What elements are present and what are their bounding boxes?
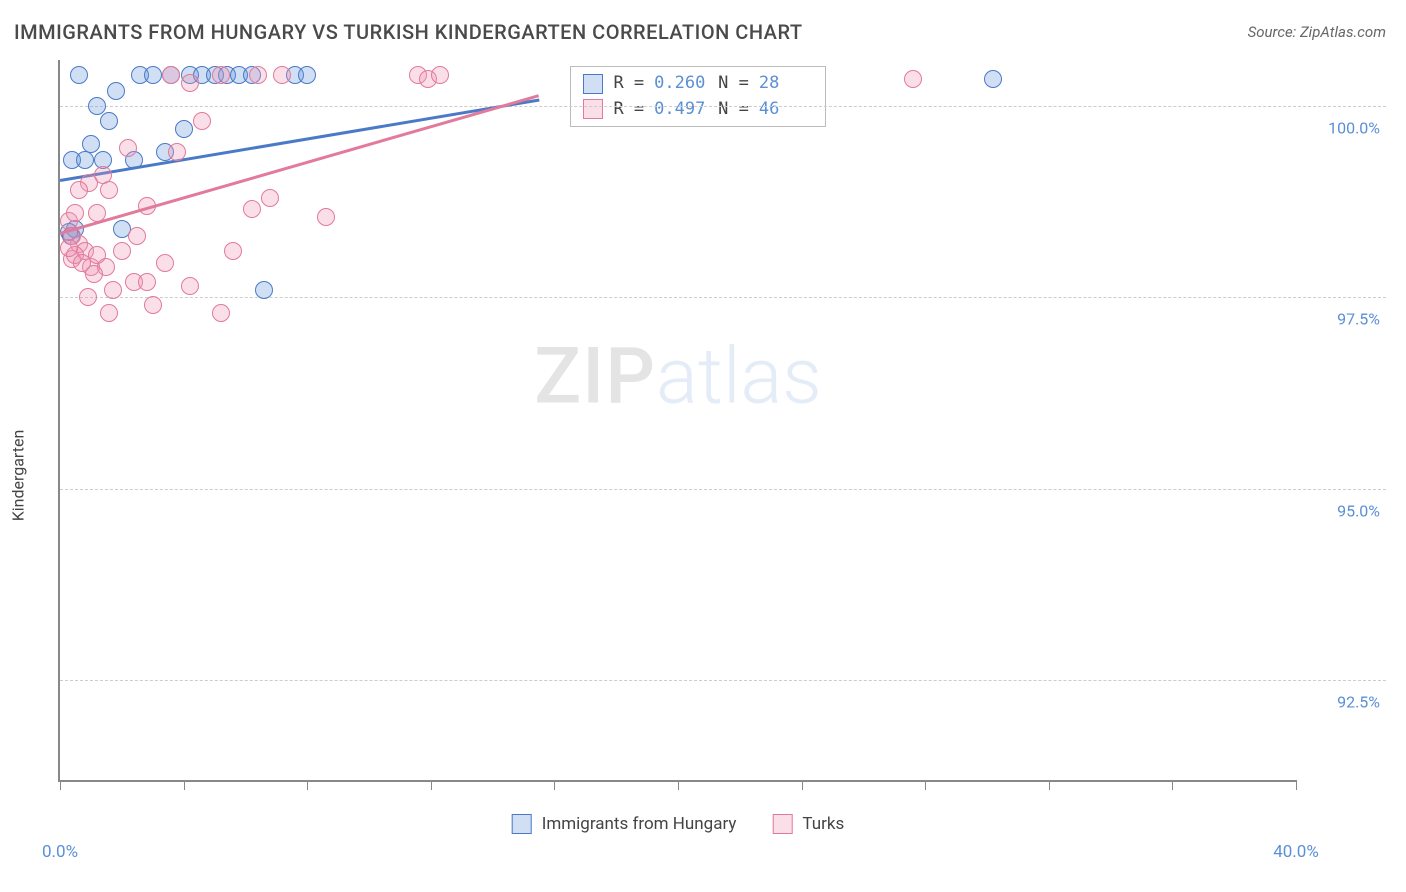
correlation-legend: R = 0.260 N = 28 R = 0.497 N = 46 — [570, 66, 825, 127]
legend-r-label: R = — [613, 97, 644, 123]
gridline — [60, 489, 1386, 490]
legend-n-label: N = — [718, 71, 749, 97]
series-label-1: Turks — [802, 814, 844, 834]
series-label-0: Immigrants from Hungary — [542, 814, 737, 834]
scatter-point — [144, 66, 162, 84]
y-axis-label: Kindergarten — [9, 430, 28, 522]
scatter-point — [60, 239, 78, 257]
scatter-point — [181, 74, 199, 92]
scatter-point — [76, 151, 94, 169]
chart-area: Kindergarten ZIPatlas R = 0.260 N = 28 R… — [14, 60, 1386, 872]
y-tick-label: 95.0% — [1337, 501, 1380, 520]
x-tick — [802, 780, 803, 790]
scatter-point — [88, 97, 106, 115]
series-legend-item-1: Turks — [772, 814, 844, 834]
scatter-point — [70, 66, 88, 84]
scatter-point — [168, 143, 186, 161]
scatter-point — [66, 204, 84, 222]
scatter-point — [79, 288, 97, 306]
chart-source: Source: ZipAtlas.com — [1248, 23, 1386, 41]
scatter-point — [255, 281, 273, 299]
scatter-point — [212, 304, 230, 322]
scatter-point — [175, 120, 193, 138]
legend-n-value-1: 46 — [759, 97, 813, 123]
scatter-point — [104, 281, 122, 299]
scatter-point — [193, 112, 211, 130]
x-tick-label: 0.0% — [42, 842, 78, 862]
series-swatch-0 — [512, 814, 532, 834]
scatter-point — [128, 227, 146, 245]
scatter-point — [88, 246, 106, 264]
chart-container: IMMIGRANTS FROM HUNGARY VS TURKISH KINDE… — [0, 0, 1406, 892]
legend-row-turks: R = 0.497 N = 46 — [583, 97, 812, 123]
watermark-atlas: atlas — [656, 331, 822, 422]
scatter-point — [119, 139, 137, 157]
scatter-point — [85, 265, 103, 283]
scatter-point — [144, 296, 162, 314]
chart-title: IMMIGRANTS FROM HUNGARY VS TURKISH KINDE… — [14, 20, 803, 44]
legend-n-value-0: 28 — [759, 71, 813, 97]
x-tick — [184, 780, 185, 790]
scatter-point — [107, 82, 125, 100]
x-tick — [1296, 780, 1297, 790]
legend-n-label: N = — [718, 97, 749, 123]
legend-row-hungary: R = 0.260 N = 28 — [583, 71, 812, 97]
series-legend: Immigrants from Hungary Turks — [512, 814, 845, 834]
gridline — [60, 106, 1386, 107]
scatter-point — [156, 254, 174, 272]
scatter-point — [431, 66, 449, 84]
scatter-point — [212, 66, 230, 84]
legend-r-label: R = — [613, 71, 644, 97]
scatter-point — [100, 304, 118, 322]
series-swatch-1 — [772, 814, 792, 834]
scatter-point — [100, 112, 118, 130]
gridline — [60, 680, 1386, 681]
chart-header: IMMIGRANTS FROM HUNGARY VS TURKISH KINDE… — [0, 0, 1406, 54]
watermark: ZIPatlas — [534, 331, 822, 422]
y-tick-label: 97.5% — [1337, 310, 1380, 329]
scatter-point — [138, 273, 156, 291]
scatter-point — [181, 277, 199, 295]
x-tick — [925, 780, 926, 790]
scatter-point — [273, 66, 291, 84]
x-tick — [431, 780, 432, 790]
x-tick — [60, 780, 61, 790]
plot-area: ZIPatlas R = 0.260 N = 28 R = 0.497 N = … — [58, 60, 1296, 782]
scatter-point — [317, 208, 335, 226]
x-tick — [1172, 780, 1173, 790]
series-legend-item-0: Immigrants from Hungary — [512, 814, 737, 834]
legend-r-value-1: 0.497 — [654, 97, 708, 123]
scatter-point — [298, 66, 316, 84]
x-tick — [554, 780, 555, 790]
x-tick — [678, 780, 679, 790]
y-tick-label: 100.0% — [1328, 118, 1380, 137]
x-tick — [1049, 780, 1050, 790]
swatch-turks — [583, 99, 603, 119]
scatter-point — [100, 181, 118, 199]
watermark-zip: ZIP — [534, 331, 656, 422]
swatch-hungary — [583, 74, 603, 94]
legend-r-value-0: 0.260 — [654, 71, 708, 97]
scatter-point — [113, 242, 131, 260]
scatter-point — [261, 189, 279, 207]
scatter-point — [249, 66, 267, 84]
scatter-point — [984, 70, 1002, 88]
scatter-point — [224, 242, 242, 260]
scatter-point — [243, 200, 261, 218]
scatter-point — [904, 70, 922, 88]
x-tick-label: 40.0% — [1273, 842, 1319, 862]
x-tick — [307, 780, 308, 790]
scatter-point — [162, 66, 180, 84]
y-tick-label: 92.5% — [1337, 693, 1380, 712]
scatter-point — [70, 181, 88, 199]
